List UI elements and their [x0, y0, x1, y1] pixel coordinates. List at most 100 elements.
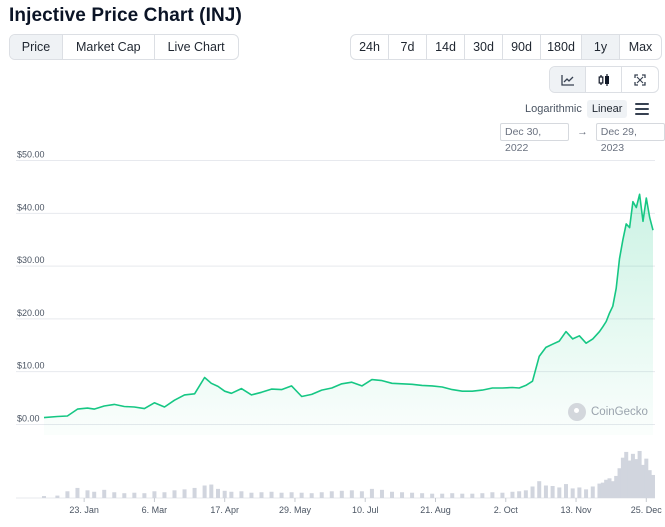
- date-range-picker: Dec 30, 2022 → Dec 29, 2023: [500, 123, 665, 154]
- price-chart[interactable]: $0.00 $10.00 $20.00 $30.00 $40.00 $50.00 23. …: [0, 150, 665, 520]
- price-point: [518, 387, 520, 389]
- price-point: [491, 387, 493, 389]
- price-point: [461, 390, 463, 392]
- price-point: [652, 229, 654, 231]
- price-point: [371, 378, 373, 380]
- price-point: [608, 312, 610, 314]
- volume-bar: [543, 485, 548, 498]
- range-24h[interactable]: 24h: [351, 35, 389, 59]
- volume-bar: [42, 496, 46, 498]
- candlestick-button[interactable]: [586, 67, 622, 92]
- price-point: [628, 226, 630, 228]
- x-tick-label: 10. Jul: [352, 505, 379, 515]
- volume-bar: [584, 489, 589, 498]
- volume-bar: [617, 468, 622, 498]
- volume-bar: [202, 485, 207, 498]
- volume-bar: [620, 457, 625, 498]
- price-point: [86, 407, 88, 409]
- price-point: [351, 381, 353, 383]
- fullscreen-button[interactable]: [622, 67, 658, 92]
- chart-type-tabs: Price Market Cap Live Chart: [9, 34, 239, 60]
- y-tick-label: $50.00: [17, 150, 45, 160]
- price-point: [56, 415, 58, 417]
- price-point: [481, 389, 483, 391]
- volume-bar: [349, 490, 354, 498]
- line-chart-button[interactable]: [550, 67, 586, 92]
- volume-bar: [420, 493, 425, 498]
- scale-logarithmic[interactable]: Logarithmic: [525, 103, 582, 115]
- x-tick-label: 29. May: [279, 505, 312, 515]
- range-7d[interactable]: 7d: [389, 35, 427, 59]
- price-point: [632, 201, 634, 203]
- range-90d[interactable]: 90d: [503, 35, 541, 59]
- volume-bar: [590, 486, 595, 498]
- volume-bar: [480, 493, 485, 498]
- price-point: [638, 193, 640, 195]
- volume-bar: [55, 495, 60, 498]
- price-point: [203, 376, 205, 378]
- price-point: [173, 399, 175, 401]
- price-point: [471, 390, 473, 392]
- x-tick-label: 21. Aug: [420, 505, 451, 515]
- price-line: [43, 193, 654, 419]
- price-point: [331, 387, 333, 389]
- coingecko-logo-icon: [568, 403, 586, 421]
- volume-bar: [209, 484, 214, 498]
- x-tick-label: 2. Oct: [494, 505, 519, 515]
- price-point: [501, 387, 503, 389]
- date-to-input[interactable]: Dec 29, 2023: [595, 123, 665, 154]
- volume-bar: [216, 488, 220, 498]
- y-tick-label: $40.00: [17, 202, 45, 212]
- volume-bar: [510, 491, 515, 498]
- price-point: [635, 206, 637, 208]
- volume-bar: [634, 459, 639, 498]
- scale-linear[interactable]: Linear: [586, 100, 628, 118]
- y-tick-label: $0.00: [17, 413, 40, 423]
- price-point: [280, 388, 282, 390]
- volume-bar: [624, 451, 629, 498]
- volume-bar: [309, 493, 314, 498]
- range-max[interactable]: Max: [628, 40, 653, 54]
- price-point: [578, 335, 580, 337]
- price-point: [103, 405, 105, 407]
- volume-bar: [132, 492, 137, 498]
- price-point: [93, 408, 95, 410]
- menu-icon[interactable]: [635, 103, 650, 115]
- price-point: [143, 407, 145, 409]
- volume-bar: [600, 482, 605, 498]
- price-point: [43, 416, 45, 418]
- price-point: [210, 382, 212, 384]
- tab-price[interactable]: Price: [10, 35, 63, 59]
- volume-bar: [222, 490, 227, 498]
- price-point: [615, 287, 617, 289]
- volume-bar: [142, 493, 147, 498]
- price-point: [558, 340, 560, 342]
- tab-live-chart[interactable]: Live Chart: [167, 40, 225, 54]
- chart-view-tools: [549, 66, 659, 93]
- price-point: [381, 379, 383, 381]
- volume-bar: [430, 493, 435, 498]
- range-1y[interactable]: 1y: [582, 35, 620, 59]
- price-point: [66, 415, 68, 417]
- volume-bar: [329, 491, 334, 498]
- range-14d[interactable]: 14d: [427, 35, 465, 59]
- price-point: [585, 342, 587, 344]
- volume-bar: [102, 489, 107, 498]
- volume-bar: [75, 487, 80, 498]
- line-chart-icon: [560, 74, 574, 86]
- date-from-input[interactable]: Dec 30, 2022: [500, 123, 570, 154]
- x-tick-label: 6. Mar: [142, 505, 168, 515]
- volume-bar: [379, 489, 384, 498]
- volume-bar: [530, 486, 535, 498]
- price-point: [341, 383, 343, 385]
- volume-bar: [92, 491, 97, 498]
- watermark-label: CoinGecko: [591, 406, 648, 418]
- volume-bar: [564, 484, 568, 498]
- tab-market-cap[interactable]: Market Cap: [63, 35, 155, 59]
- range-180d[interactable]: 180d: [541, 35, 582, 59]
- y-tick-label: $20.00: [17, 308, 45, 318]
- price-point: [605, 320, 607, 322]
- price-point: [270, 388, 272, 390]
- range-30d[interactable]: 30d: [465, 35, 503, 59]
- price-point: [545, 346, 547, 348]
